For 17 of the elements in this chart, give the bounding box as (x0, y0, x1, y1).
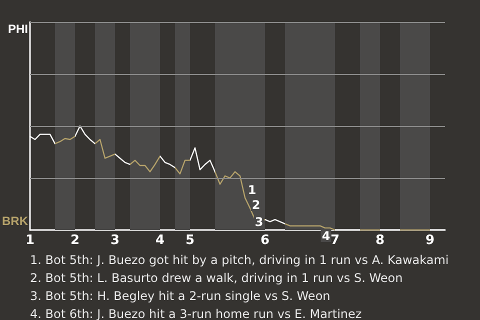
x-tick-label: 3 (110, 233, 120, 248)
text: 3. Bot 5th: H. Begley hit a 2-run single vs S. Weon (30, 289, 330, 303)
text: 1. Bot 5th: J. Buezo got hit by a pitch, driving in 1 run vs A. Kawakami (30, 253, 449, 267)
x-tick-label: 2 (70, 233, 80, 248)
text: 2. Bot 5th: L. Basurto drew a walk, driving in 1 run vs S. Weon (30, 271, 403, 285)
text: PHI (8, 22, 28, 36)
x-tick-label: 5 (185, 233, 195, 248)
x-tick-label: 6 (260, 233, 270, 248)
annotation: 1 (248, 183, 256, 197)
x-tick-label: 8 (375, 233, 385, 248)
annotation: 3 (254, 215, 264, 229)
x-tick-label: 7 (330, 233, 340, 248)
x-tick-label: 1 (25, 233, 35, 248)
x-tick-label: 9 (425, 233, 435, 248)
text: BRK (2, 214, 28, 228)
annotation: 2 (252, 198, 260, 212)
x-tick-label: 4 (155, 233, 165, 248)
